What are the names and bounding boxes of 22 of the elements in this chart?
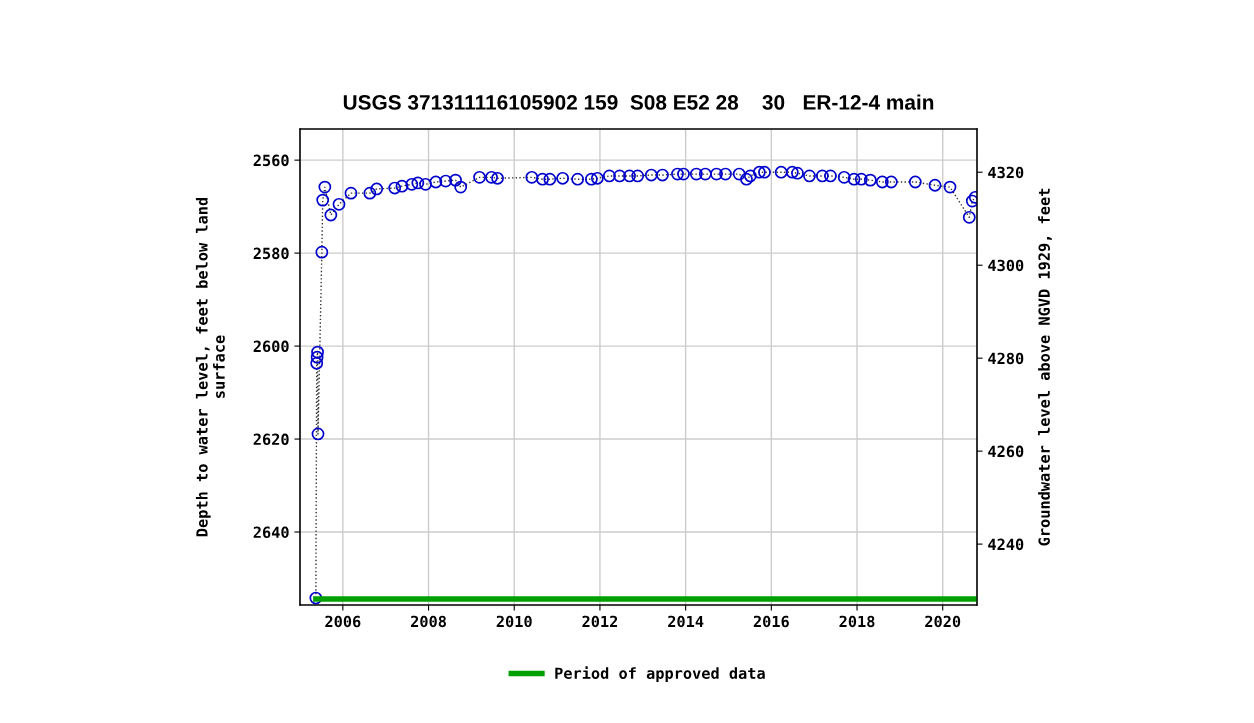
y-tick-label: 2560: [253, 154, 289, 167]
y-axis-title: Depth to water level, feet below land surface: [195, 197, 225, 537]
x-tick-label: 2012: [582, 615, 618, 628]
x-tick-label: 2014: [668, 615, 704, 628]
x-tick-label: 2016: [753, 615, 789, 628]
y2-tick-label: 4320: [988, 166, 1024, 179]
x-tick-label: 2008: [411, 615, 446, 628]
x-tick-label: 2010: [496, 615, 532, 628]
y-tick-label: 2580: [253, 247, 289, 260]
legend-label: Period of approved data: [555, 666, 765, 682]
y-tick-label: 2640: [253, 526, 289, 539]
y-tick-label: 2620: [253, 433, 289, 446]
x-tick-label: 2006: [325, 615, 361, 628]
y2-tick-label: 4300: [988, 259, 1024, 272]
chart-title: USGS 371311116105902 159 S08 E52 28 30 ER-12-4 main: [343, 94, 934, 110]
y2-tick-label: 4280: [988, 352, 1024, 365]
x-tick-label: 2018: [839, 615, 875, 628]
x-tick-label: 2020: [925, 615, 961, 628]
y-tick-label: 2600: [253, 340, 289, 353]
y2-tick-label: 4240: [988, 538, 1024, 551]
y2-axis-title: Groundwater level above NGVD 1929, feet: [1038, 188, 1052, 546]
y2-tick-label: 4260: [988, 445, 1024, 458]
